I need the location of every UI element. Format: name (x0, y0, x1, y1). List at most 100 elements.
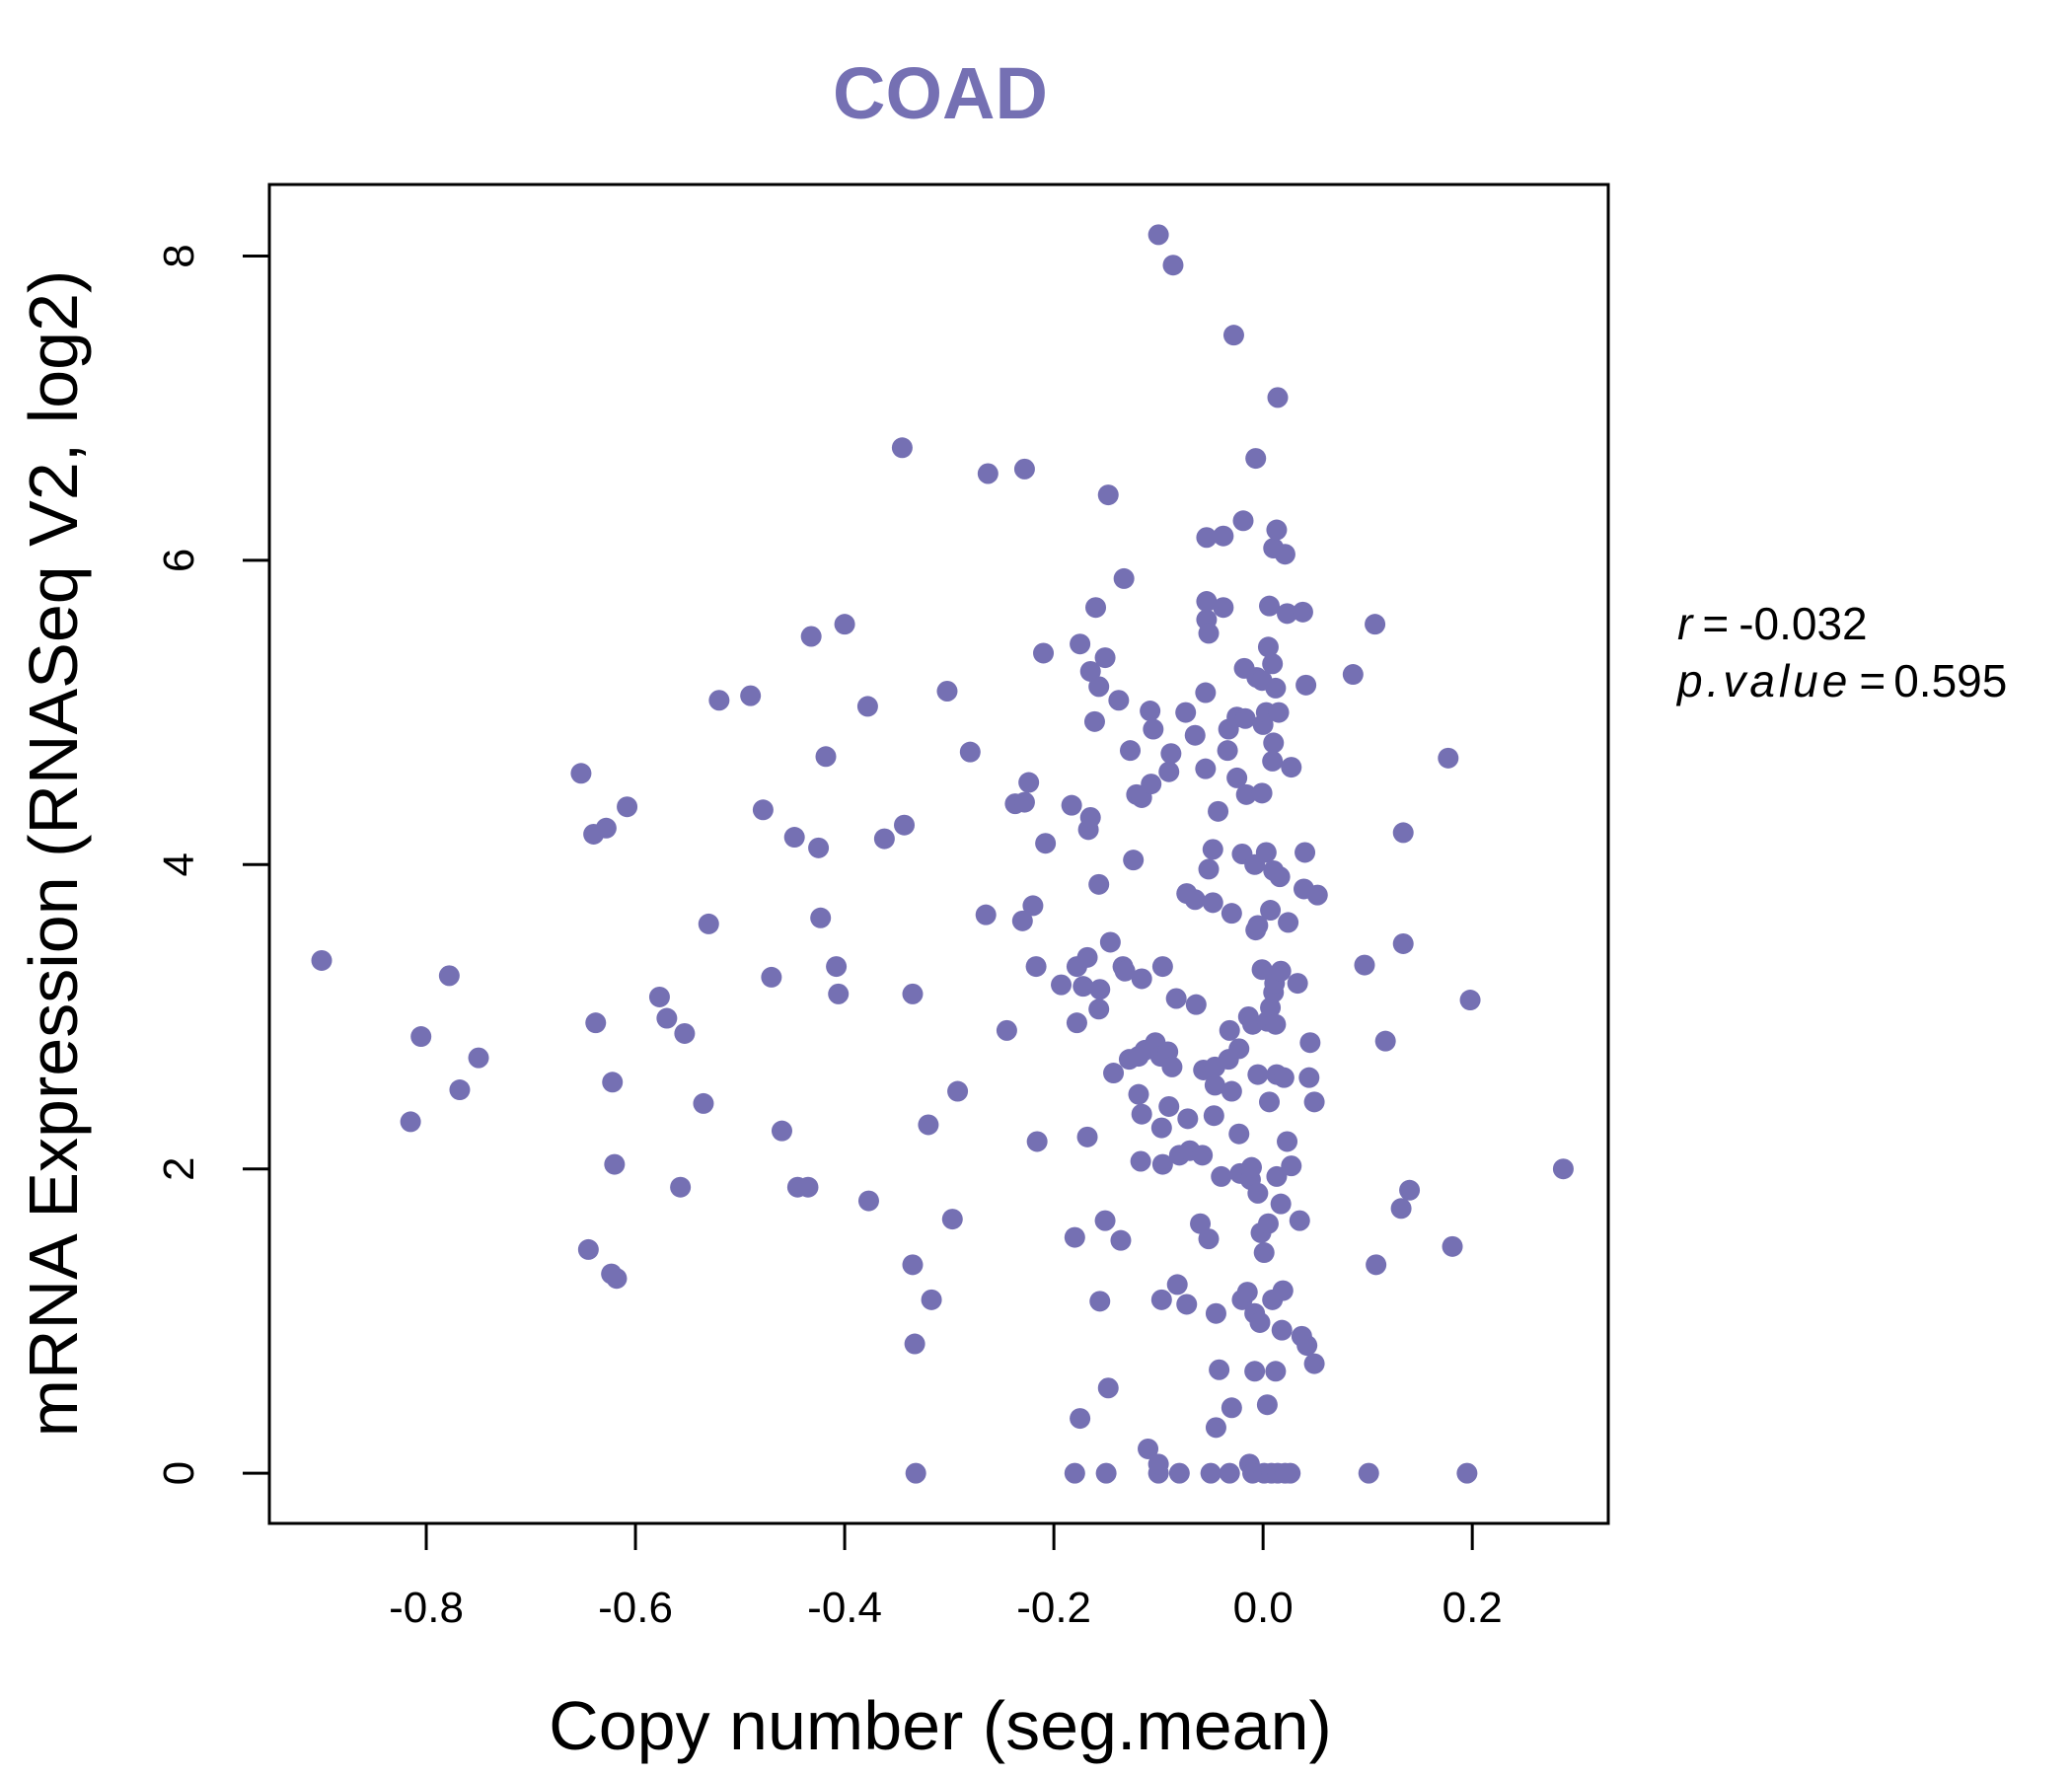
data-point (1280, 1462, 1301, 1484)
data-point (1262, 653, 1284, 675)
data-point (604, 1153, 626, 1175)
x-tick-label: 0.2 (1443, 1584, 1503, 1632)
data-point (1262, 750, 1284, 772)
data-point (1552, 1158, 1574, 1180)
data-point (1299, 1032, 1321, 1054)
data-point (1281, 757, 1302, 778)
data-point (815, 746, 837, 768)
data-point (708, 690, 730, 711)
data-point (1270, 1193, 1292, 1215)
data-point (1221, 903, 1242, 925)
data-point (595, 817, 617, 839)
data-point (1151, 1153, 1173, 1175)
data-point (1251, 782, 1273, 804)
x-tick-label: -0.2 (1016, 1584, 1091, 1632)
data-point (1094, 1210, 1116, 1231)
data-point (1099, 931, 1121, 953)
data-point (1131, 968, 1152, 990)
data-point (1088, 873, 1110, 895)
data-point (698, 913, 719, 934)
data-point (1228, 1123, 1250, 1145)
data-point (1064, 1462, 1085, 1484)
data-point (1213, 597, 1234, 619)
data-point (1143, 718, 1164, 740)
data-point (918, 1114, 939, 1136)
y-tick-label: 0 (155, 1461, 203, 1485)
data-point (1234, 707, 1256, 729)
data-point (1140, 701, 1161, 722)
x-tick-label: -0.4 (807, 1584, 882, 1632)
data-point (1018, 772, 1040, 793)
x-tick-label: -0.8 (389, 1584, 464, 1632)
data-point (1103, 1063, 1125, 1084)
data-point (1079, 806, 1101, 828)
data-point (1217, 740, 1238, 762)
data-point (1226, 767, 1248, 788)
data-point (1196, 591, 1218, 613)
y-tick-label: 6 (155, 549, 203, 572)
data-point (1249, 1311, 1271, 1333)
data-point (1195, 758, 1217, 779)
data-point (1267, 387, 1289, 408)
data-point (1076, 1126, 1098, 1147)
data-point (1277, 1131, 1298, 1152)
y-tick-label: 8 (155, 244, 203, 267)
y-tick-label: 2 (155, 1156, 203, 1180)
data-point (1088, 676, 1110, 698)
data-point (648, 986, 670, 1007)
p-value: 0.595 (1893, 655, 2007, 706)
data-point (761, 966, 782, 988)
data-point (1219, 1462, 1240, 1484)
data-point (438, 965, 460, 987)
data-point (947, 1080, 969, 1102)
data-point (1094, 647, 1116, 669)
data-point (1251, 959, 1273, 981)
correlation-annotation: r = -0.032 p.value = 0.595 (1675, 598, 2007, 706)
data-point (1244, 1361, 1266, 1382)
data-point (1097, 484, 1119, 506)
data-point (656, 1007, 678, 1029)
data-point (1196, 527, 1218, 549)
data-point (902, 1254, 924, 1276)
data-point (1131, 1103, 1152, 1125)
data-point (1128, 1083, 1149, 1105)
data-point (1354, 954, 1375, 976)
data-point (740, 685, 762, 706)
data-point (1257, 636, 1279, 658)
data-point (1114, 960, 1136, 982)
x-axis-title: Copy number (seg.mean) (549, 1687, 1332, 1764)
data-point (1147, 224, 1169, 246)
data-point (1392, 822, 1414, 844)
data-point (1342, 664, 1364, 686)
data-point (941, 1209, 963, 1230)
data-point (1203, 1105, 1224, 1127)
data-point (1271, 1319, 1293, 1341)
data-point (1076, 946, 1098, 968)
data-point (1162, 255, 1184, 276)
data-point (606, 1268, 628, 1290)
data-point (1265, 1361, 1287, 1382)
data-point (1306, 884, 1328, 906)
data-point (828, 983, 850, 1004)
data-point (1033, 642, 1055, 664)
data-point (1035, 833, 1057, 854)
data-point (1209, 1359, 1230, 1380)
data-point (1073, 976, 1094, 998)
data-point (959, 741, 981, 763)
data-point (1256, 1394, 1278, 1416)
data-point (1066, 1012, 1087, 1034)
data-point (1141, 774, 1162, 795)
y-tick-label: 4 (155, 852, 203, 876)
data-point (1222, 325, 1244, 346)
data-point (1160, 743, 1182, 765)
data-point (1303, 1353, 1325, 1374)
data-point (752, 799, 774, 821)
data-point (1247, 915, 1269, 936)
data-point (1011, 910, 1033, 931)
data-point (1265, 677, 1287, 699)
data-point (1110, 1229, 1132, 1251)
data-point (577, 1238, 599, 1260)
data-point (1185, 994, 1207, 1015)
data-point (1150, 1289, 1172, 1310)
data-point (1255, 842, 1277, 863)
